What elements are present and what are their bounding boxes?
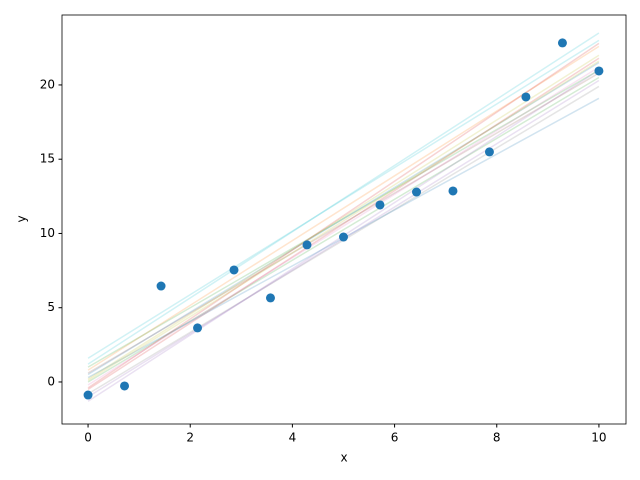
point [521,92,531,102]
fit-line [87,62,600,376]
fit-line [87,42,600,389]
point [156,281,166,291]
x-tick-label: 10 [591,431,606,445]
fit-line [87,60,600,382]
point [448,186,458,196]
y-tick-label: 15 [40,152,55,166]
y-tick-label: 20 [40,77,55,91]
point [265,293,275,303]
point [302,240,312,250]
point [484,147,494,157]
y-tick-label: 5 [47,300,55,314]
x-tick-label: 6 [391,431,399,445]
point [83,390,93,400]
fit-line [87,76,600,383]
y-tick-label: 10 [40,226,55,240]
fit-line [87,72,600,374]
fit-line [87,54,600,380]
point [120,381,130,391]
fit-line [87,66,600,386]
fit-line [87,69,600,368]
point [193,323,203,333]
point [229,265,239,275]
fit-line [87,32,600,365]
x-tick-label: 8 [493,431,501,445]
x-tick-label: 2 [186,431,194,445]
point [375,200,385,210]
x-tick-label: 4 [289,431,297,445]
y-axis-label: y [15,215,29,222]
fit-line [87,45,600,371]
point [338,232,348,242]
point [411,187,421,197]
fit-line [87,39,600,359]
point [557,38,567,48]
x-tick-label: 0 [84,431,92,445]
plot-frame [61,14,627,425]
fit-line [87,57,600,391]
y-tick-label: 0 [47,374,55,388]
point [594,66,604,76]
x-axis-label: x [340,451,347,465]
